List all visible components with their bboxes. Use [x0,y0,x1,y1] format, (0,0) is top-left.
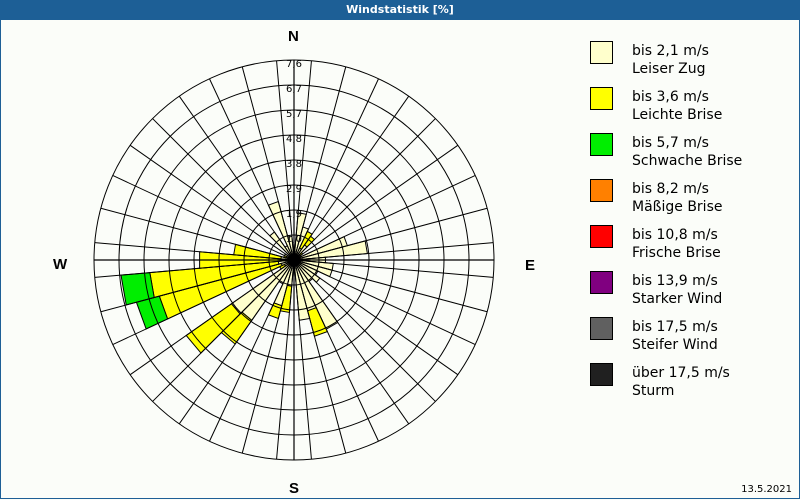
compass-north-label: N [288,28,299,45]
chart-title: Windstatistik [%] [0,0,800,20]
legend-name: Sturm [632,383,675,399]
legend-speed: bis 17,5 m/s [632,319,718,335]
legend-speed: bis 3,6 m/s [632,89,709,105]
legend-swatch [590,225,613,248]
legend-swatch [590,41,613,64]
legend-name: Schwache Brise [632,153,743,169]
legend-speed: bis 8,2 m/s [632,181,709,197]
legend-swatch [590,87,613,110]
legend-swatch [590,179,613,202]
legend-speed: über 17,5 m/s [632,365,730,381]
ring-label: 1,9 [286,209,302,220]
legend-name: Frische Brise [632,245,721,261]
compass-west-label: W [53,256,68,273]
legend-speed: bis 13,9 m/s [632,273,718,289]
ring-label: 5,7 [286,109,302,120]
legend-swatch [590,363,613,386]
legend-name: Leiser Zug [632,61,706,77]
ring-label: 4,8 [286,134,302,145]
date-label: 13.5.2021 [741,484,792,495]
legend-swatch [590,271,613,294]
ring-label: 3,8 [286,159,302,170]
legend-speed: bis 10,8 m/s [632,227,718,243]
ring-label: 7,6 [286,59,302,70]
legend-swatch [590,133,613,156]
ring-label: 6,7 [286,84,302,95]
legend-name: Starker Wind [632,291,723,307]
ring-label: 2,9 [286,184,302,195]
ring-label: 1,0 [286,234,302,245]
compass-south-label: S [289,480,300,497]
legend-swatch [590,317,613,340]
legend-speed: bis 2,1 m/s [632,43,709,59]
legend-name: Leichte Brise [632,107,723,123]
legend-speed: bis 5,7 m/s [632,135,709,151]
legend-name: Mäßige Brise [632,199,723,215]
legend-name: Steifer Wind [632,337,718,353]
compass-east-label: E [525,257,536,274]
